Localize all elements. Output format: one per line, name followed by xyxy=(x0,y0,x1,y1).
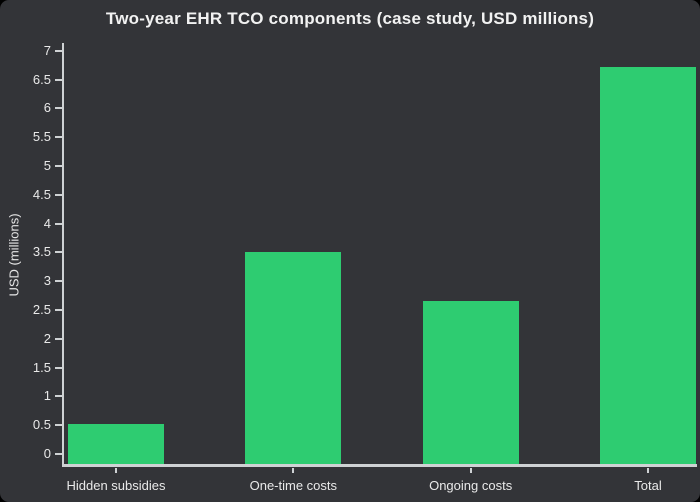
y-tick xyxy=(55,78,63,81)
y-tick xyxy=(55,309,63,311)
y-tick-label: 1 xyxy=(43,388,51,404)
y-tick-label: 5.5 xyxy=(32,129,51,145)
y-tick-label: 2.5 xyxy=(32,302,51,317)
y-tick xyxy=(55,395,63,398)
y-tick-label: 7 xyxy=(43,42,51,58)
y-tick xyxy=(55,424,63,427)
x-tick-label: Hidden subsidies xyxy=(66,478,166,493)
y-tick xyxy=(55,251,63,254)
bar-hidden-subsidies xyxy=(68,424,164,465)
x-tick-label: Ongoing costs xyxy=(429,478,513,493)
y-tick-label: 1.5 xyxy=(32,359,51,375)
x-tick-label: Total xyxy=(634,478,662,493)
y-axis-spine xyxy=(62,43,64,467)
x-tick xyxy=(292,468,295,473)
bar-one-time-costs xyxy=(245,252,342,465)
y-tick-label: 3.5 xyxy=(32,244,51,260)
y-tick-label: 3 xyxy=(43,273,51,289)
y-tick-label: 0.5 xyxy=(32,417,51,433)
bar-total xyxy=(599,66,696,465)
y-tick-label: 5 xyxy=(43,158,51,173)
y-tick xyxy=(55,453,63,455)
y-tick-label: 0 xyxy=(43,446,51,461)
x-tick-label: One-time costs xyxy=(249,478,338,493)
y-tick-label: 4 xyxy=(43,215,51,231)
y-tick xyxy=(55,337,63,340)
y-tick xyxy=(55,165,63,167)
y-tick-label: 4.5 xyxy=(32,186,51,202)
y-tick-label: 6 xyxy=(43,100,51,116)
y-tick xyxy=(55,280,63,283)
x-tick xyxy=(115,468,117,473)
chart-title: Two-year EHR TCO components (case study,… xyxy=(105,9,595,28)
y-tick xyxy=(55,136,63,139)
y-tick-label: 6.5 xyxy=(32,71,51,87)
y-tick xyxy=(55,366,63,369)
y-tick xyxy=(55,107,63,110)
y-tick xyxy=(55,193,63,196)
x-tick xyxy=(646,468,649,473)
y-tick-label: 2 xyxy=(43,330,51,346)
y-tick xyxy=(55,222,63,225)
bar-ongoing-costs xyxy=(422,300,519,465)
y-tick xyxy=(55,49,63,52)
x-tick xyxy=(469,468,472,473)
x-axis-spine xyxy=(62,464,697,467)
